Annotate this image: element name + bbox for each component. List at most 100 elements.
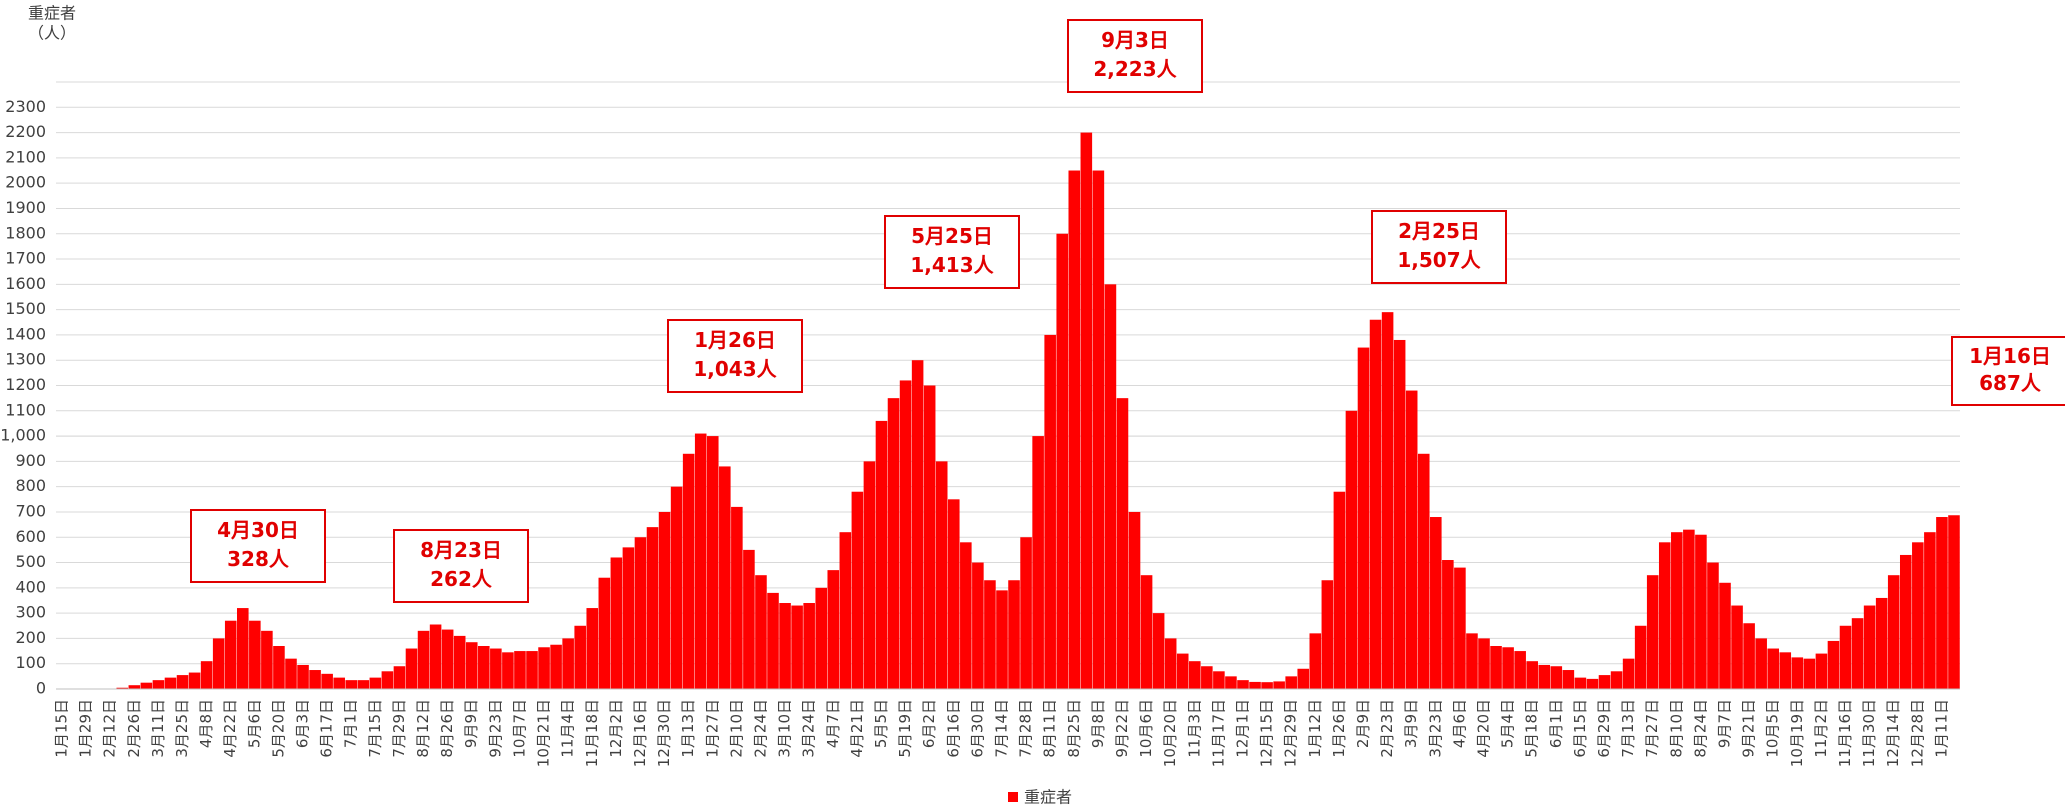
x-tick-label: 11月3日 <box>1185 699 1203 758</box>
bar <box>405 648 418 689</box>
x-tick-label: 5月4日 <box>1499 699 1517 748</box>
bar <box>550 644 562 689</box>
bar <box>1116 398 1129 689</box>
bar <box>694 433 707 689</box>
bar <box>526 651 538 689</box>
x-tick-label: 9月8日 <box>1089 699 1107 748</box>
bar <box>1152 613 1165 689</box>
annotation-value: 262人 <box>430 567 493 591</box>
annotation-box <box>1371 210 1507 284</box>
bar <box>887 398 900 689</box>
bar <box>1514 651 1526 689</box>
x-tick-label: 4月22日 <box>221 699 239 758</box>
annotation-box <box>1951 336 2065 406</box>
annotation-value: 2,223人 <box>1093 57 1177 81</box>
x-tick-label: 3月10日 <box>776 699 794 758</box>
x-tick-label: 11月16日 <box>1836 699 1854 767</box>
bar <box>947 499 960 689</box>
x-tick-label: 10月20日 <box>1161 699 1179 767</box>
bar <box>1321 580 1334 689</box>
x-tick-label: 7月29日 <box>390 699 408 758</box>
x-tick-label: 3月25日 <box>173 699 191 758</box>
bar <box>1550 666 1563 689</box>
x-tick-label: 1月11日 <box>1932 699 1950 758</box>
bar <box>1574 677 1587 689</box>
bar <box>1610 671 1623 689</box>
y-tick-label: 800 <box>15 476 46 495</box>
bar <box>309 670 321 689</box>
x-tick-label: 2月12日 <box>101 699 119 758</box>
bar <box>598 577 611 689</box>
annotation-date: 4月30日 <box>217 518 299 542</box>
x-tick-label: 6月30日 <box>968 699 986 758</box>
bar <box>1948 515 1960 689</box>
bar <box>1851 618 1864 689</box>
y-tick-label: 1400 <box>5 324 46 343</box>
x-tick-label: 10月6日 <box>1137 699 1155 758</box>
y-tick-label: 0 <box>36 679 46 698</box>
bar <box>140 682 153 689</box>
bar <box>1622 658 1635 689</box>
bar <box>1791 657 1804 689</box>
y-tick-label: 600 <box>15 527 46 546</box>
bar <box>1924 532 1936 689</box>
bar <box>333 677 345 689</box>
bar <box>1008 580 1020 689</box>
bar <box>152 680 165 689</box>
x-tick-label: 12月29日 <box>1282 699 1300 767</box>
x-tick-label: 2月26日 <box>125 699 143 758</box>
bar <box>1502 647 1514 689</box>
bar <box>827 570 840 689</box>
annotation-date: 1月16日 <box>1969 344 2051 368</box>
bar <box>273 646 285 689</box>
annotation-date: 8月23日 <box>420 538 502 562</box>
bar <box>1092 170 1105 690</box>
y-tick-label: 400 <box>15 577 46 596</box>
x-tick-label: 5月19日 <box>896 699 914 758</box>
bar <box>935 461 948 689</box>
x-tick-label: 12月1日 <box>1233 699 1251 758</box>
bar <box>960 542 972 689</box>
x-tick-label: 1月15日 <box>53 699 71 758</box>
x-tick-label: 2月23日 <box>1378 699 1396 758</box>
y-tick-label: 2300 <box>5 97 46 116</box>
bar <box>755 575 767 689</box>
x-tick-label: 9月23日 <box>486 699 504 758</box>
annotation-date: 5月25日 <box>911 224 993 248</box>
bar <box>1731 605 1743 689</box>
x-tick-label: 6月3日 <box>294 699 312 748</box>
x-tick-label: 7月15日 <box>366 699 384 758</box>
bar <box>706 436 719 689</box>
bar <box>429 624 442 689</box>
bar <box>996 590 1008 689</box>
x-tick-label: 7月27日 <box>1643 699 1661 758</box>
bar <box>1671 532 1683 689</box>
bar <box>1478 638 1490 689</box>
x-tick-label: 1月29日 <box>77 699 95 758</box>
x-tick-label: 4月7日 <box>824 699 842 748</box>
x-tick-label: 8月11日 <box>1041 699 1059 758</box>
x-tick-label: 10月7日 <box>510 699 528 758</box>
x-tick-label: 8月10日 <box>1667 699 1685 758</box>
x-tick-label: 9月7日 <box>1716 699 1734 748</box>
x-tick-label: 11月17日 <box>1209 699 1227 767</box>
bar <box>369 677 382 689</box>
bar <box>1526 661 1538 689</box>
annotation-box <box>667 319 803 393</box>
annotation-box <box>884 215 1020 289</box>
x-tick-label: 10月5日 <box>1764 699 1782 758</box>
x-tick-label: 6月1日 <box>1547 699 1565 748</box>
bar <box>1032 436 1044 689</box>
bar <box>815 587 827 689</box>
annotation-date: 2月25日 <box>1398 219 1480 243</box>
bar <box>1442 560 1454 689</box>
bar <box>1104 284 1117 689</box>
annotation-box <box>393 529 529 603</box>
bar <box>1201 666 1213 689</box>
bar <box>441 629 454 689</box>
x-tick-label: 5月5日 <box>872 699 890 748</box>
bar <box>1430 517 1442 689</box>
bar <box>1875 597 1888 689</box>
bar <box>465 642 478 689</box>
bar <box>1683 529 1695 689</box>
